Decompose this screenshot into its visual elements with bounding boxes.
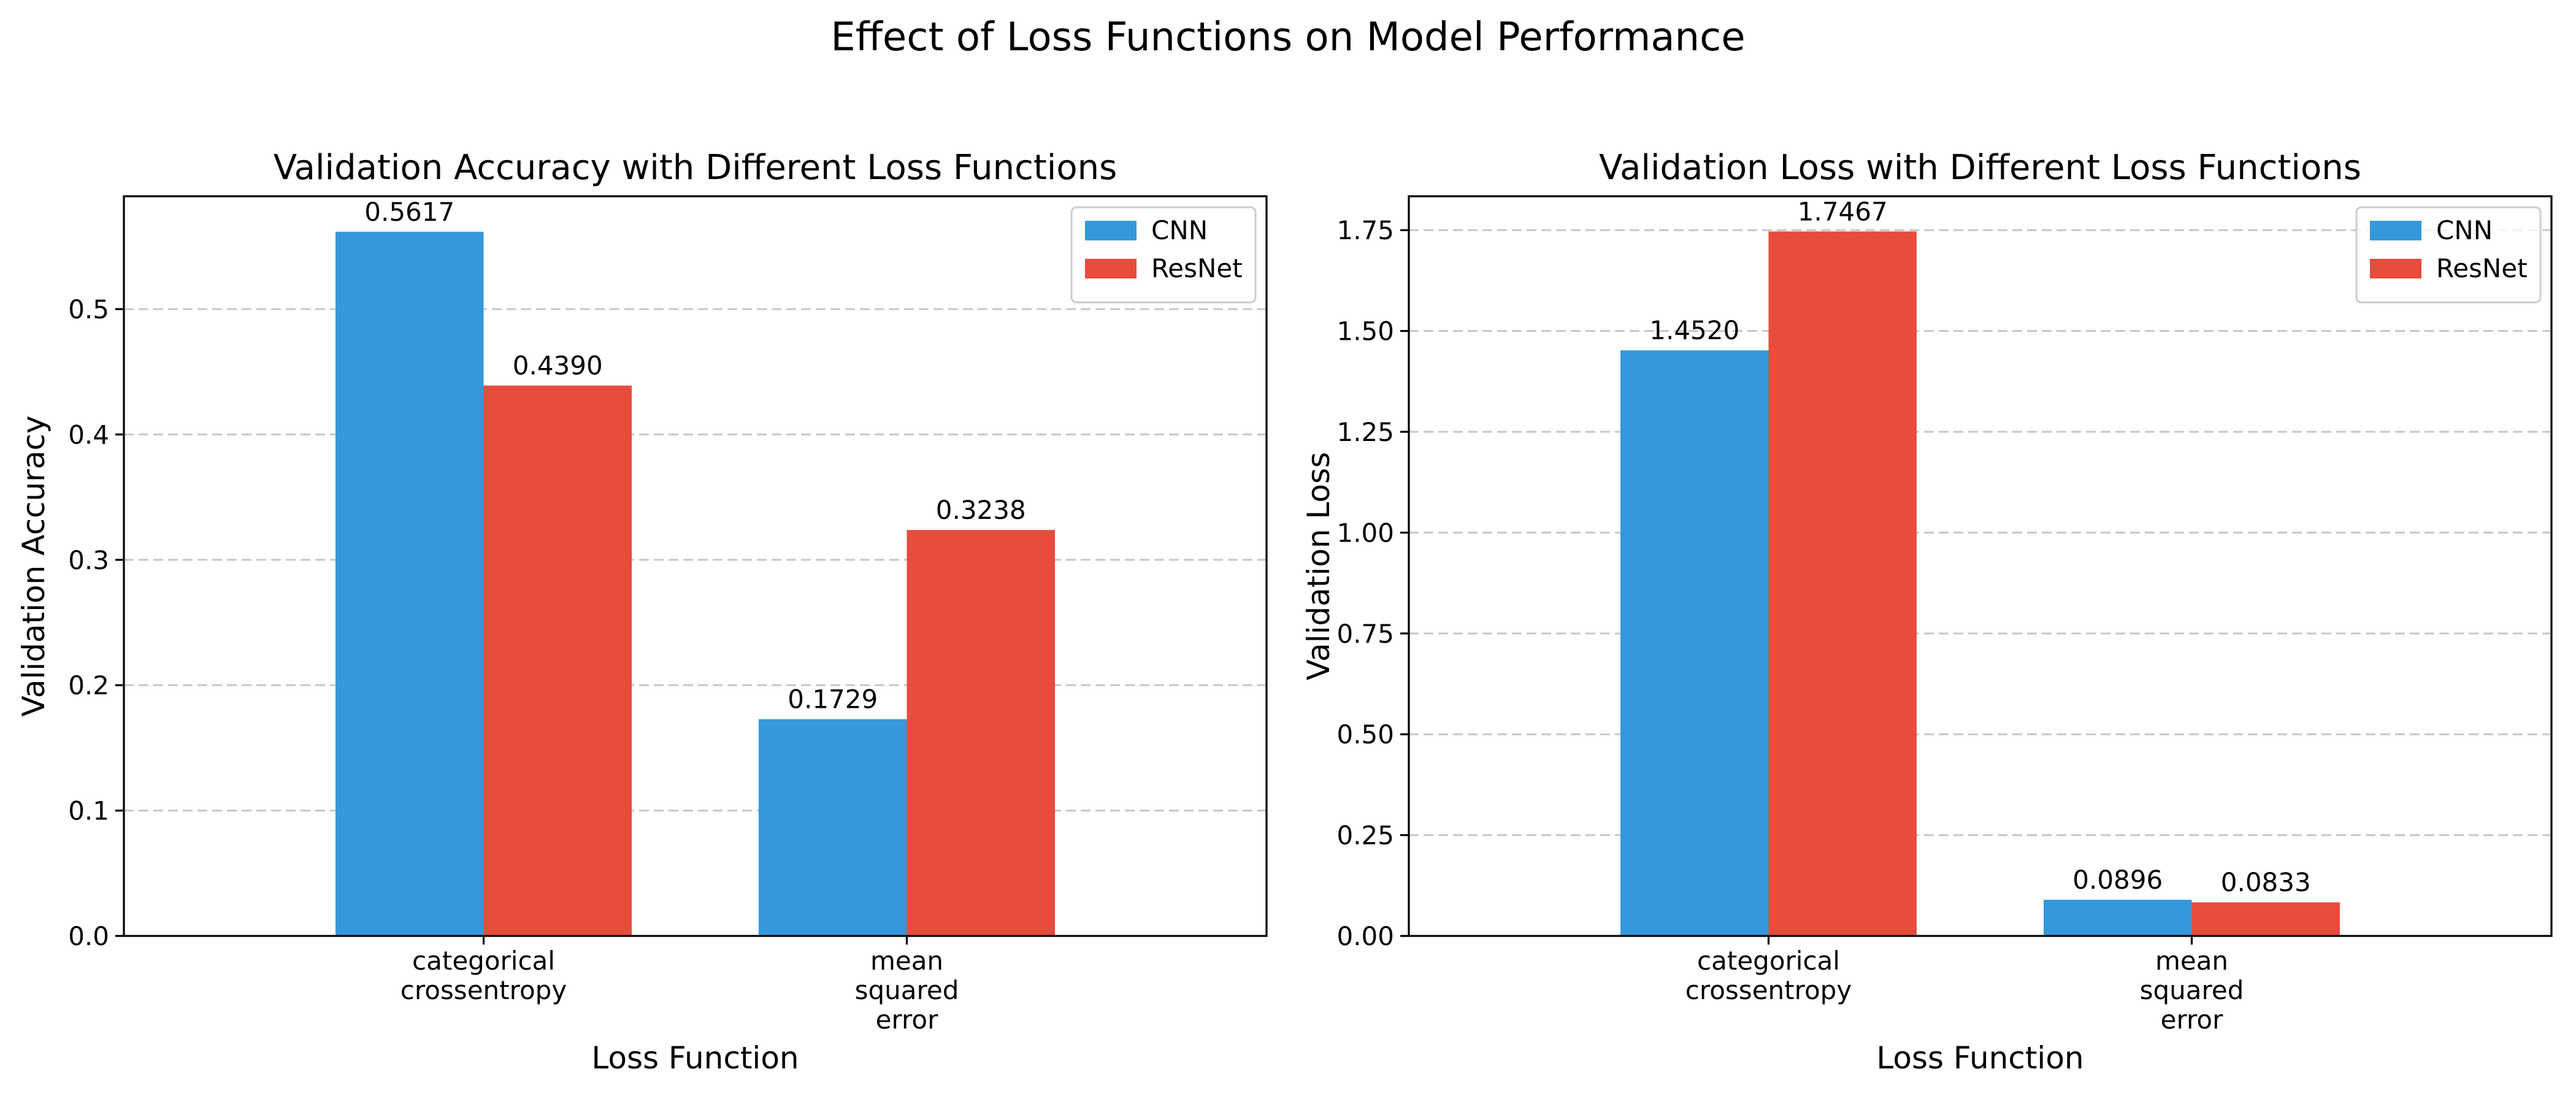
- accuracy-legend-swatch-cnn: [1085, 221, 1137, 240]
- loss-bar-resnet: [1768, 231, 1917, 937]
- accuracy-chart-title: Validation Accuracy with Different Loss …: [274, 148, 1117, 188]
- loss-y-axis-label: Validation Loss: [1301, 452, 1336, 680]
- accuracy-bar-cnn: [335, 231, 484, 936]
- loss-y-tick-label: 1.25: [1336, 417, 1394, 447]
- accuracy-y-tick-label: 0.1: [68, 796, 109, 826]
- loss-category-label: categorical: [1697, 946, 1840, 976]
- loss-chart-title: Validation Loss with Different Loss Func…: [1599, 148, 2361, 188]
- accuracy-category-label: mean: [870, 946, 943, 976]
- accuracy-bar-resnet: [907, 530, 1055, 936]
- loss-y-tick-label: 1.75: [1336, 215, 1394, 245]
- accuracy-category-label: categorical: [412, 946, 555, 976]
- loss-bar-resnet: [2191, 902, 2340, 936]
- loss-bar-cnn: [1620, 350, 1769, 936]
- loss-x-axis-label: Loss Function: [1876, 1040, 2083, 1076]
- accuracy-chart-panel: 0.0 0.1 0.2 0.3 0.4 0.5 0.5617 0.1729 0.4390 0.32…: [16, 148, 1268, 1076]
- accuracy-legend: CNN ResNet: [1070, 206, 1257, 304]
- loss-y-tick-label: 0.25: [1336, 821, 1394, 851]
- loss-y-tick-label: 0.00: [1336, 921, 1394, 951]
- loss-bar-value-label: 0.0896: [2072, 865, 2163, 895]
- accuracy-y-tick-label: 0.0: [68, 921, 109, 951]
- loss-legend-swatch-cnn: [2370, 221, 2421, 240]
- loss-category-label: squared: [2140, 975, 2244, 1005]
- accuracy-x-axis-label: Loss Function: [591, 1040, 799, 1076]
- loss-legend-label-cnn: CNN: [2436, 215, 2493, 245]
- accuracy-y-tick-label: 0.4: [68, 420, 109, 450]
- loss-category-label: mean: [2155, 946, 2228, 976]
- loss-category-label: crossentropy: [1685, 975, 1852, 1005]
- accuracy-bar-value-label: 0.5617: [364, 197, 454, 227]
- accuracy-legend-label-resnet: ResNet: [1151, 253, 1243, 283]
- loss-y-tick-label: 1.00: [1336, 518, 1394, 548]
- accuracy-bar-cnn: [759, 719, 907, 936]
- loss-legend-label-resnet: ResNet: [2436, 253, 2528, 283]
- loss-y-tick-label: 0.50: [1336, 719, 1394, 749]
- accuracy-legend-label-cnn: CNN: [1151, 215, 1208, 245]
- loss-y-tick-label: 1.50: [1336, 316, 1394, 347]
- accuracy-y-tick-label: 0.3: [68, 545, 109, 575]
- accuracy-category-label: crossentropy: [401, 975, 567, 1005]
- accuracy-bar-value-label: 0.4390: [513, 351, 603, 381]
- accuracy-bar-value-label: 0.1729: [788, 684, 878, 715]
- loss-y-tick-label: 0.75: [1336, 619, 1394, 649]
- loss-bar-value-label: 1.4520: [1649, 315, 1739, 345]
- accuracy-y-tick-label: 0.5: [68, 294, 109, 324]
- accuracy-y-tick-label: 0.2: [68, 670, 109, 700]
- accuracy-bar-value-label: 0.3238: [936, 495, 1026, 525]
- loss-bar-value-label: 1.7467: [1798, 196, 1888, 226]
- figure-suptitle: Effect of Loss Functions on Model Perfor…: [830, 15, 1745, 60]
- accuracy-axes-frame: [123, 195, 1268, 937]
- accuracy-y-axis-label: Validation Accuracy: [16, 415, 52, 716]
- accuracy-legend-swatch-resnet: [1085, 259, 1137, 278]
- loss-bar-cnn: [2044, 900, 2192, 936]
- accuracy-bar-resnet: [483, 385, 632, 936]
- loss-legend-swatch-resnet: [2370, 259, 2421, 278]
- accuracy-category-label: error: [876, 1005, 938, 1035]
- loss-legend: CNN ResNet: [2355, 206, 2542, 304]
- loss-category-label: error: [2161, 1005, 2223, 1035]
- loss-bar-value-label: 0.0833: [2221, 867, 2311, 897]
- loss-axes-frame: [1408, 195, 2553, 937]
- accuracy-category-label: squared: [855, 975, 959, 1005]
- loss-chart-panel: 0.00 0.25 0.50 0.75 1.00 1.25 1.50 1.75 1.4520 0.…: [1301, 148, 2553, 1076]
